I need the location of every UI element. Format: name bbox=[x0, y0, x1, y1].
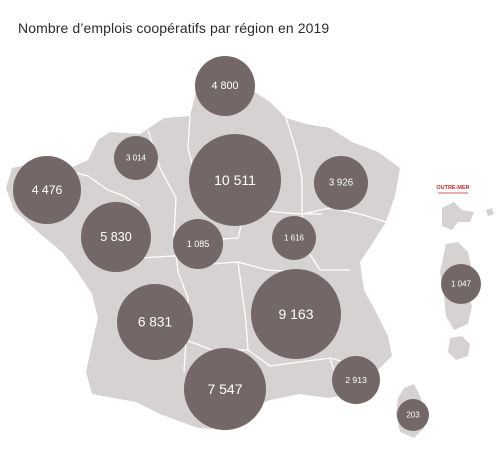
mayotte-shape bbox=[486, 208, 494, 216]
bubble-bretagne bbox=[13, 156, 81, 224]
bubble-label-provence-alpes-cote-d-azur: 2 913 bbox=[345, 375, 367, 385]
bubble-label-hauts-de-france: 4 800 bbox=[211, 80, 238, 92]
bubble-bourgogne-franche-comte bbox=[272, 216, 316, 260]
bubble-ile-de-france bbox=[189, 134, 281, 226]
bubble-provence-alpes-cote-d-azur bbox=[332, 356, 380, 404]
bubble-label-ile-de-france: 10 511 bbox=[214, 172, 256, 188]
bubble-label-bourgogne-franche-comte: 1 616 bbox=[284, 234, 305, 243]
bubble-auvergne-rhone-alpes bbox=[251, 269, 341, 359]
reunion-shape bbox=[448, 336, 470, 360]
region-border bbox=[237, 261, 353, 367]
bubble-label-bretagne: 4 476 bbox=[32, 183, 63, 197]
region-border bbox=[65, 169, 141, 207]
bubble-hauts-de-france bbox=[195, 56, 255, 116]
bubble-label-outre-mer: 1 047 bbox=[451, 280, 472, 289]
bubble-label-pays-de-la-loire: 5 830 bbox=[100, 230, 132, 244]
bubble-nouvelle-aquitaine bbox=[117, 284, 193, 360]
region-border bbox=[301, 207, 387, 223]
region-bubbles: 4 800 3 014 4 476 10 511 3 926 5 830 1 085 1 61… bbox=[13, 56, 481, 431]
bubble-corse bbox=[397, 399, 429, 431]
bubble-centre-val-de-loire bbox=[173, 219, 223, 269]
bubble-pays-de-la-loire bbox=[81, 202, 151, 272]
map-title: Nombre d’emplois coopératifs par région … bbox=[18, 20, 330, 36]
bubble-label-corse: 203 bbox=[406, 411, 420, 420]
bubble-occitanie bbox=[184, 348, 266, 430]
bubble-label-normandie: 3 014 bbox=[126, 154, 147, 163]
bubble-label-grand-est: 3 926 bbox=[329, 178, 353, 189]
bubble-label-auvergne-rhone-alpes: 9 163 bbox=[278, 306, 313, 322]
bubble-grand-est bbox=[314, 156, 368, 210]
bubble-outre-mer bbox=[441, 264, 481, 304]
bubble-label-nouvelle-aquitaine: 6 831 bbox=[138, 315, 172, 330]
outre-mer-label: OUTRE-MER bbox=[436, 185, 469, 191]
bubble-label-occitanie: 7 547 bbox=[207, 381, 242, 397]
guadeloupe-shape bbox=[442, 202, 474, 230]
bubble-label-centre-val-de-loire: 1 085 bbox=[187, 239, 210, 249]
bubble-normandie bbox=[114, 136, 158, 180]
